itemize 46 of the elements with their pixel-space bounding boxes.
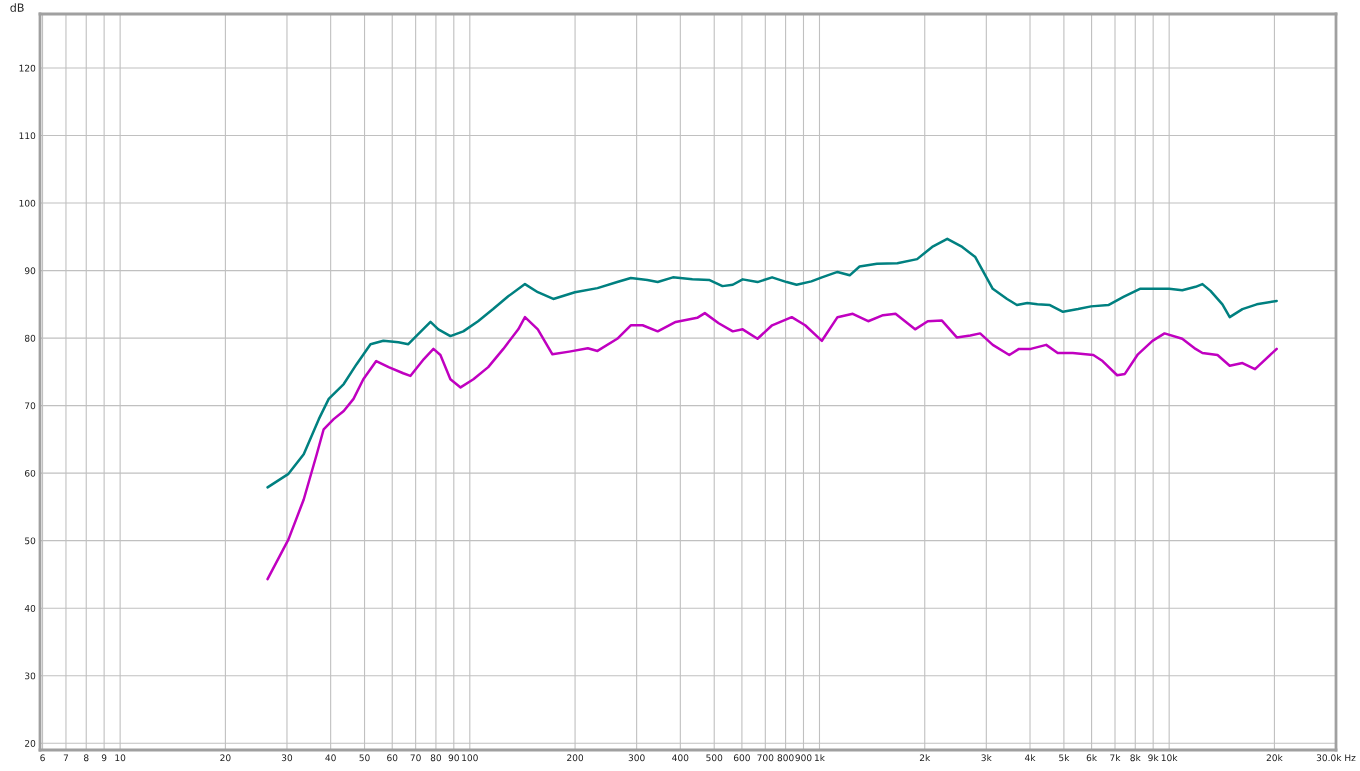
x-tick-label: 400 [672,754,689,762]
x-tick-label: 1k [814,754,825,762]
x-tick-label: 9k [1148,754,1159,762]
x-tick-label: 70 [410,754,421,762]
y-tick-label: 80 [24,334,36,342]
x-tick-label: 90 [448,754,459,762]
x-tick-label: 600 [733,754,750,762]
y-tick-label: 100 [19,199,36,207]
x-tick-label: 700 [757,754,774,762]
y-tick-label: 50 [25,537,36,545]
x-tick-label: 10 [115,754,126,762]
x-tick-label: 300 [628,754,645,762]
y-tick-label: 20 [25,739,36,747]
x-tick-label: 6 [40,754,45,762]
x-tick-label: 8 [83,754,89,762]
x-tick-label: 5k [1059,754,1070,762]
x-tick-label: 8k [1130,754,1141,762]
x-tick-label: 50 [359,754,370,762]
y-tick-label: 120 [19,64,36,72]
x-tick-label: 200 [567,754,584,762]
x-tick-label: 800 [777,754,794,762]
x-tick-label: 100 [462,754,478,762]
y-tick-label: 110 [19,132,36,140]
y-tick-label: 70 [25,402,36,410]
y-tick-label: 40 [24,604,36,612]
x-tick-label: 7 [63,754,69,762]
x-tick-label: 2k [919,754,931,762]
x-tick-label: 4k [1024,754,1036,762]
x-tick-label: 20k [1266,754,1283,762]
y-axis-title: dB [10,3,24,12]
x-tick-label: 900 [795,754,812,762]
y-tick-label: 60 [24,469,36,477]
x-tick-label: 40 [325,754,336,762]
x-tick-label: 10k [1161,754,1178,762]
x-tick-label: 30.0k Hz [1316,754,1356,762]
y-tick-label: 30 [25,672,36,680]
y-tick-label: 90 [24,267,36,275]
x-tick-label: 20 [220,754,231,762]
x-tick-label: 30 [281,754,293,762]
x-tick-label: 7k [1110,754,1121,762]
x-tick-label: 9 [101,754,107,762]
x-tick-label: 3k [981,754,992,762]
x-tick-label: 60 [387,754,398,762]
x-tick-label: 500 [706,754,723,762]
x-tick-label: 6k [1086,754,1098,762]
x-tick-label: 80 [430,754,442,762]
